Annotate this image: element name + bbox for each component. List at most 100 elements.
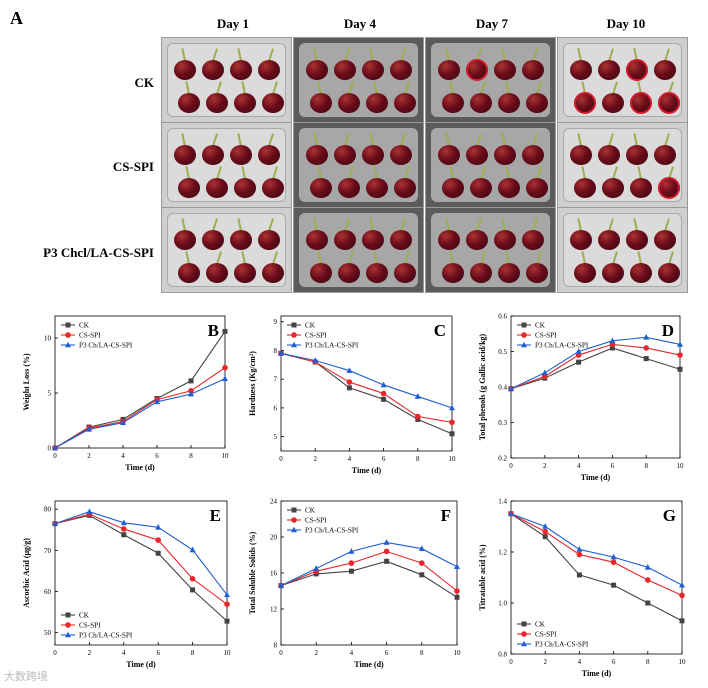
data-point	[576, 359, 582, 365]
data-point	[312, 359, 318, 365]
data-point	[384, 558, 390, 564]
y-tick-label: 0.5	[498, 348, 507, 356]
series-line	[54, 511, 228, 596]
cherry	[334, 230, 356, 250]
legend-label: CK	[79, 612, 90, 620]
cherry	[570, 145, 592, 165]
cherry	[522, 145, 544, 165]
data-point	[508, 510, 514, 517]
cherry	[306, 145, 328, 165]
x-axis-label: Time (d)	[352, 466, 382, 475]
legend-marker	[291, 526, 297, 533]
y-tick-label: 24	[270, 498, 278, 506]
x-tick-label: 2	[314, 649, 318, 657]
data-point	[155, 537, 161, 543]
data-point	[541, 369, 548, 376]
cherry	[202, 145, 224, 165]
y-tick-label: 1.4	[498, 498, 507, 506]
legend-marker	[521, 341, 527, 348]
legend-marker	[521, 332, 527, 338]
cherry	[230, 230, 252, 250]
y-tick-label: 10	[44, 335, 52, 343]
data-point	[645, 600, 651, 606]
y-axis-label: Titratable acid (%)	[478, 544, 487, 610]
x-tick-label: 8	[191, 649, 195, 657]
x-tick-label: 0	[509, 462, 513, 470]
cherry	[470, 178, 492, 198]
legend-marker	[65, 322, 71, 328]
data-point	[86, 512, 92, 518]
x-tick-label: 6	[611, 462, 615, 470]
x-tick-label: 6	[385, 649, 389, 657]
legend-marker	[521, 621, 527, 627]
cherry	[654, 145, 676, 165]
data-point	[508, 510, 514, 517]
cherry-photo	[557, 207, 688, 293]
y-tick-label: 16	[270, 570, 278, 578]
data-point	[120, 416, 126, 422]
cherry	[338, 263, 360, 283]
x-axis-label: Time (d)	[582, 669, 612, 678]
cherry	[470, 263, 492, 283]
data-point	[154, 396, 160, 401]
series-line	[280, 541, 458, 587]
data-point	[348, 548, 355, 554]
y-axis-label: Ascorbic Acid (μg/g)	[22, 538, 31, 608]
y-axis-label: Hardness (Kg/cm²)	[248, 351, 257, 416]
legend-label: P3 Ch/LA-CS-SPI	[535, 641, 589, 649]
legend-label: CK	[79, 322, 90, 330]
data-point	[576, 546, 583, 552]
day-4-header: Day 4	[343, 16, 377, 31]
panel-a-label: A	[10, 8, 23, 28]
x-tick-label: 4	[578, 658, 582, 666]
cherry	[522, 230, 544, 250]
cherry	[470, 93, 492, 113]
x-tick-label: 0	[279, 455, 283, 463]
data-point	[86, 426, 92, 432]
cherry	[574, 263, 596, 283]
data-point	[348, 568, 354, 574]
data-point	[679, 592, 685, 599]
cherry	[438, 230, 460, 250]
y-tick-label: 70	[44, 547, 52, 555]
cherry	[574, 178, 596, 198]
legend-label: CK	[305, 322, 316, 330]
data-point	[380, 381, 387, 388]
y-tick-label: 0.6	[498, 313, 507, 321]
data-point	[575, 352, 582, 358]
chart-D: 0 2 4 6 8 10 0.2 0.3 0.4 0.5 0.6 Time (d) Total phen…	[478, 313, 684, 483]
data-point	[643, 345, 649, 351]
x-tick-label: 6	[612, 658, 616, 666]
y-axis-label: Total Soluble Solids (%)	[248, 531, 257, 614]
panel-label: B	[208, 321, 219, 340]
data-point	[120, 519, 127, 526]
y-tick-label: 0.8	[498, 651, 507, 659]
cherry	[306, 60, 328, 80]
data-point	[278, 582, 284, 589]
cherry	[394, 263, 416, 283]
x-tick-label: 0	[509, 658, 513, 666]
series-line	[510, 343, 681, 390]
data-point	[52, 445, 58, 451]
data-point	[454, 563, 460, 569]
chart-B: 0 2 4 6 8 10 0 5 10 Time (d) Weight Loss (%) B CK CS-…	[22, 315, 229, 472]
data-point	[677, 366, 683, 372]
data-point	[611, 582, 617, 588]
data-point	[120, 418, 126, 425]
data-point	[508, 511, 514, 517]
data-point	[610, 553, 617, 560]
x-tick-label: 6	[156, 649, 160, 657]
data-point	[542, 528, 548, 535]
legend-marker	[521, 631, 527, 637]
chart-C: 0 2 4 6 8 10 5 6 7 8 9 Time (d) Hardness (Kg/cm²) C CK…	[248, 315, 456, 475]
data-point	[449, 431, 455, 437]
y-tick-label: 6	[274, 404, 278, 412]
x-tick-label: 10	[454, 649, 462, 657]
data-point	[643, 356, 649, 362]
cherry	[262, 93, 284, 113]
data-point	[449, 404, 455, 411]
x-tick-label: 4	[122, 649, 126, 657]
data-point	[52, 521, 58, 527]
day-10-header: Day 10	[606, 16, 646, 31]
data-point	[449, 419, 455, 426]
